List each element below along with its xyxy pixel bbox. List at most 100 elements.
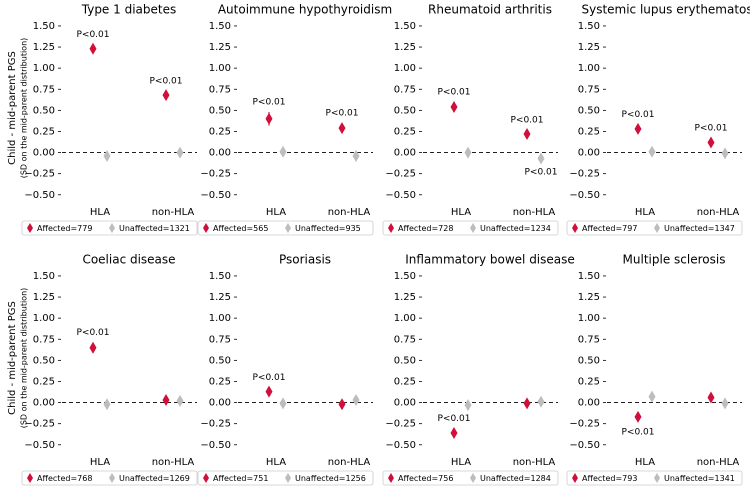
- y-tick-label: 1.25: [33, 292, 55, 303]
- annotation: P<0.01: [621, 110, 654, 120]
- point: [450, 426, 458, 439]
- annotation: P<0.01: [437, 87, 470, 97]
- y-tick-label: 0.75: [394, 334, 416, 345]
- subplot-title: Multiple sclerosis: [623, 253, 726, 267]
- point: [352, 149, 360, 162]
- point: [279, 145, 287, 158]
- point: [338, 122, 346, 135]
- y-tick-label: −0.25: [200, 419, 231, 430]
- y-tick-label: −0.50: [569, 440, 600, 451]
- y-tick-label: 0.75: [209, 334, 231, 345]
- y-tick-label: 0.50: [394, 355, 416, 366]
- y-tick-label: 1.50: [209, 271, 231, 282]
- y-tick-label: 1.50: [33, 21, 55, 32]
- y-tick-label: 0.00: [394, 398, 416, 409]
- legend-label: Affected=728: [398, 224, 453, 233]
- point: [89, 42, 97, 55]
- legend-label: Affected=756: [398, 474, 453, 483]
- y-tick-label: −0.50: [24, 440, 55, 451]
- legend-marker: [572, 473, 578, 483]
- point: [523, 397, 531, 410]
- x-tick-label: HLA: [90, 457, 110, 468]
- legend-marker: [654, 223, 660, 233]
- y-tick-label: 0.50: [33, 105, 55, 116]
- y-tick-label: −0.25: [24, 169, 55, 180]
- annotation: P<0.01: [437, 414, 470, 424]
- x-tick-label: non-HLA: [328, 457, 371, 468]
- y-tick-label: −0.25: [569, 169, 600, 180]
- legend-marker: [572, 223, 578, 233]
- point: [265, 112, 273, 125]
- y-tick-label: −0.50: [569, 190, 600, 201]
- subplot-title: Inflammatory bowel disease: [405, 253, 575, 267]
- y-tick-label: 0.50: [209, 355, 231, 366]
- y-tick-label: 1.25: [209, 292, 231, 303]
- y-tick-label: −0.50: [200, 190, 231, 201]
- y-tick-label: 1.25: [209, 42, 231, 53]
- y-tick-label: 0.50: [33, 355, 55, 366]
- subplot-title: Coeliac disease: [82, 253, 175, 267]
- legend-marker: [388, 473, 394, 483]
- y-tick-label: 0.00: [33, 398, 55, 409]
- y-tick-label: 0.50: [578, 355, 600, 366]
- annotation: P<0.01: [76, 328, 109, 338]
- y-tick-label: 1.50: [578, 21, 600, 32]
- legend-marker: [203, 473, 209, 483]
- subplot-title: Rheumatoid arthritis: [428, 3, 552, 17]
- annotation: P<0.01: [694, 124, 727, 134]
- y-tick-label: 1.00: [578, 313, 600, 324]
- y-tick-label: 0.00: [209, 398, 231, 409]
- x-tick-label: HLA: [266, 457, 286, 468]
- x-tick-label: HLA: [266, 207, 286, 218]
- annotation: P<0.01: [149, 76, 182, 86]
- x-tick-label: non-HLA: [697, 207, 740, 218]
- point: [707, 391, 715, 404]
- point: [721, 397, 729, 410]
- y-tick-label: 0.25: [578, 376, 600, 387]
- y-tick-label: −0.50: [385, 440, 416, 451]
- y-tick-label: 1.50: [209, 21, 231, 32]
- legend-label: Affected=779: [37, 224, 92, 233]
- point: [648, 145, 656, 158]
- subplot-title: Autoimmune hypothyroidism: [218, 3, 392, 17]
- legend-marker: [27, 473, 33, 483]
- y-tick-label: 1.00: [33, 313, 55, 324]
- point: [523, 127, 531, 140]
- annotation: P<0.01: [252, 98, 285, 108]
- point: [464, 399, 472, 412]
- legend-label: Unaffected=1284: [480, 474, 551, 483]
- y-tick-label: 1.25: [578, 42, 600, 53]
- annotation: P<0.01: [76, 30, 109, 40]
- legend-label: Affected=751: [213, 474, 268, 483]
- annotation: P<0.01: [510, 115, 543, 125]
- x-tick-label: non-HLA: [328, 207, 371, 218]
- y-tick-label: 0.75: [578, 334, 600, 345]
- y-tick-label: 0.00: [578, 148, 600, 159]
- y-tick-label: 0.25: [33, 376, 55, 387]
- legend-marker: [654, 473, 660, 483]
- y-tick-label: −0.25: [385, 169, 416, 180]
- legend-label: Unaffected=1347: [664, 224, 735, 233]
- point: [537, 395, 545, 408]
- y-tick-label: 0.25: [394, 126, 416, 137]
- y-tick-label: −0.50: [385, 190, 416, 201]
- y-tick-label: 0.25: [578, 126, 600, 137]
- point: [103, 398, 111, 411]
- point: [176, 394, 184, 407]
- point: [707, 136, 715, 149]
- y-tick-label: 0.50: [209, 105, 231, 116]
- y-tick-label: 1.00: [33, 63, 55, 74]
- y-tick-label: 0.25: [209, 126, 231, 137]
- point: [176, 146, 184, 159]
- legend-marker: [109, 473, 115, 483]
- y-tick-label: 0.75: [33, 334, 55, 345]
- point: [279, 397, 287, 410]
- legend-label: Unaffected=1321: [119, 224, 190, 233]
- y-tick-label: 1.00: [209, 313, 231, 324]
- legend-label: Affected=768: [37, 474, 92, 483]
- y-tick-label: 0.50: [394, 105, 416, 116]
- annotation: P<0.01: [621, 428, 654, 438]
- y-axis-label: (SD on the mid-parent distribution): [20, 38, 29, 179]
